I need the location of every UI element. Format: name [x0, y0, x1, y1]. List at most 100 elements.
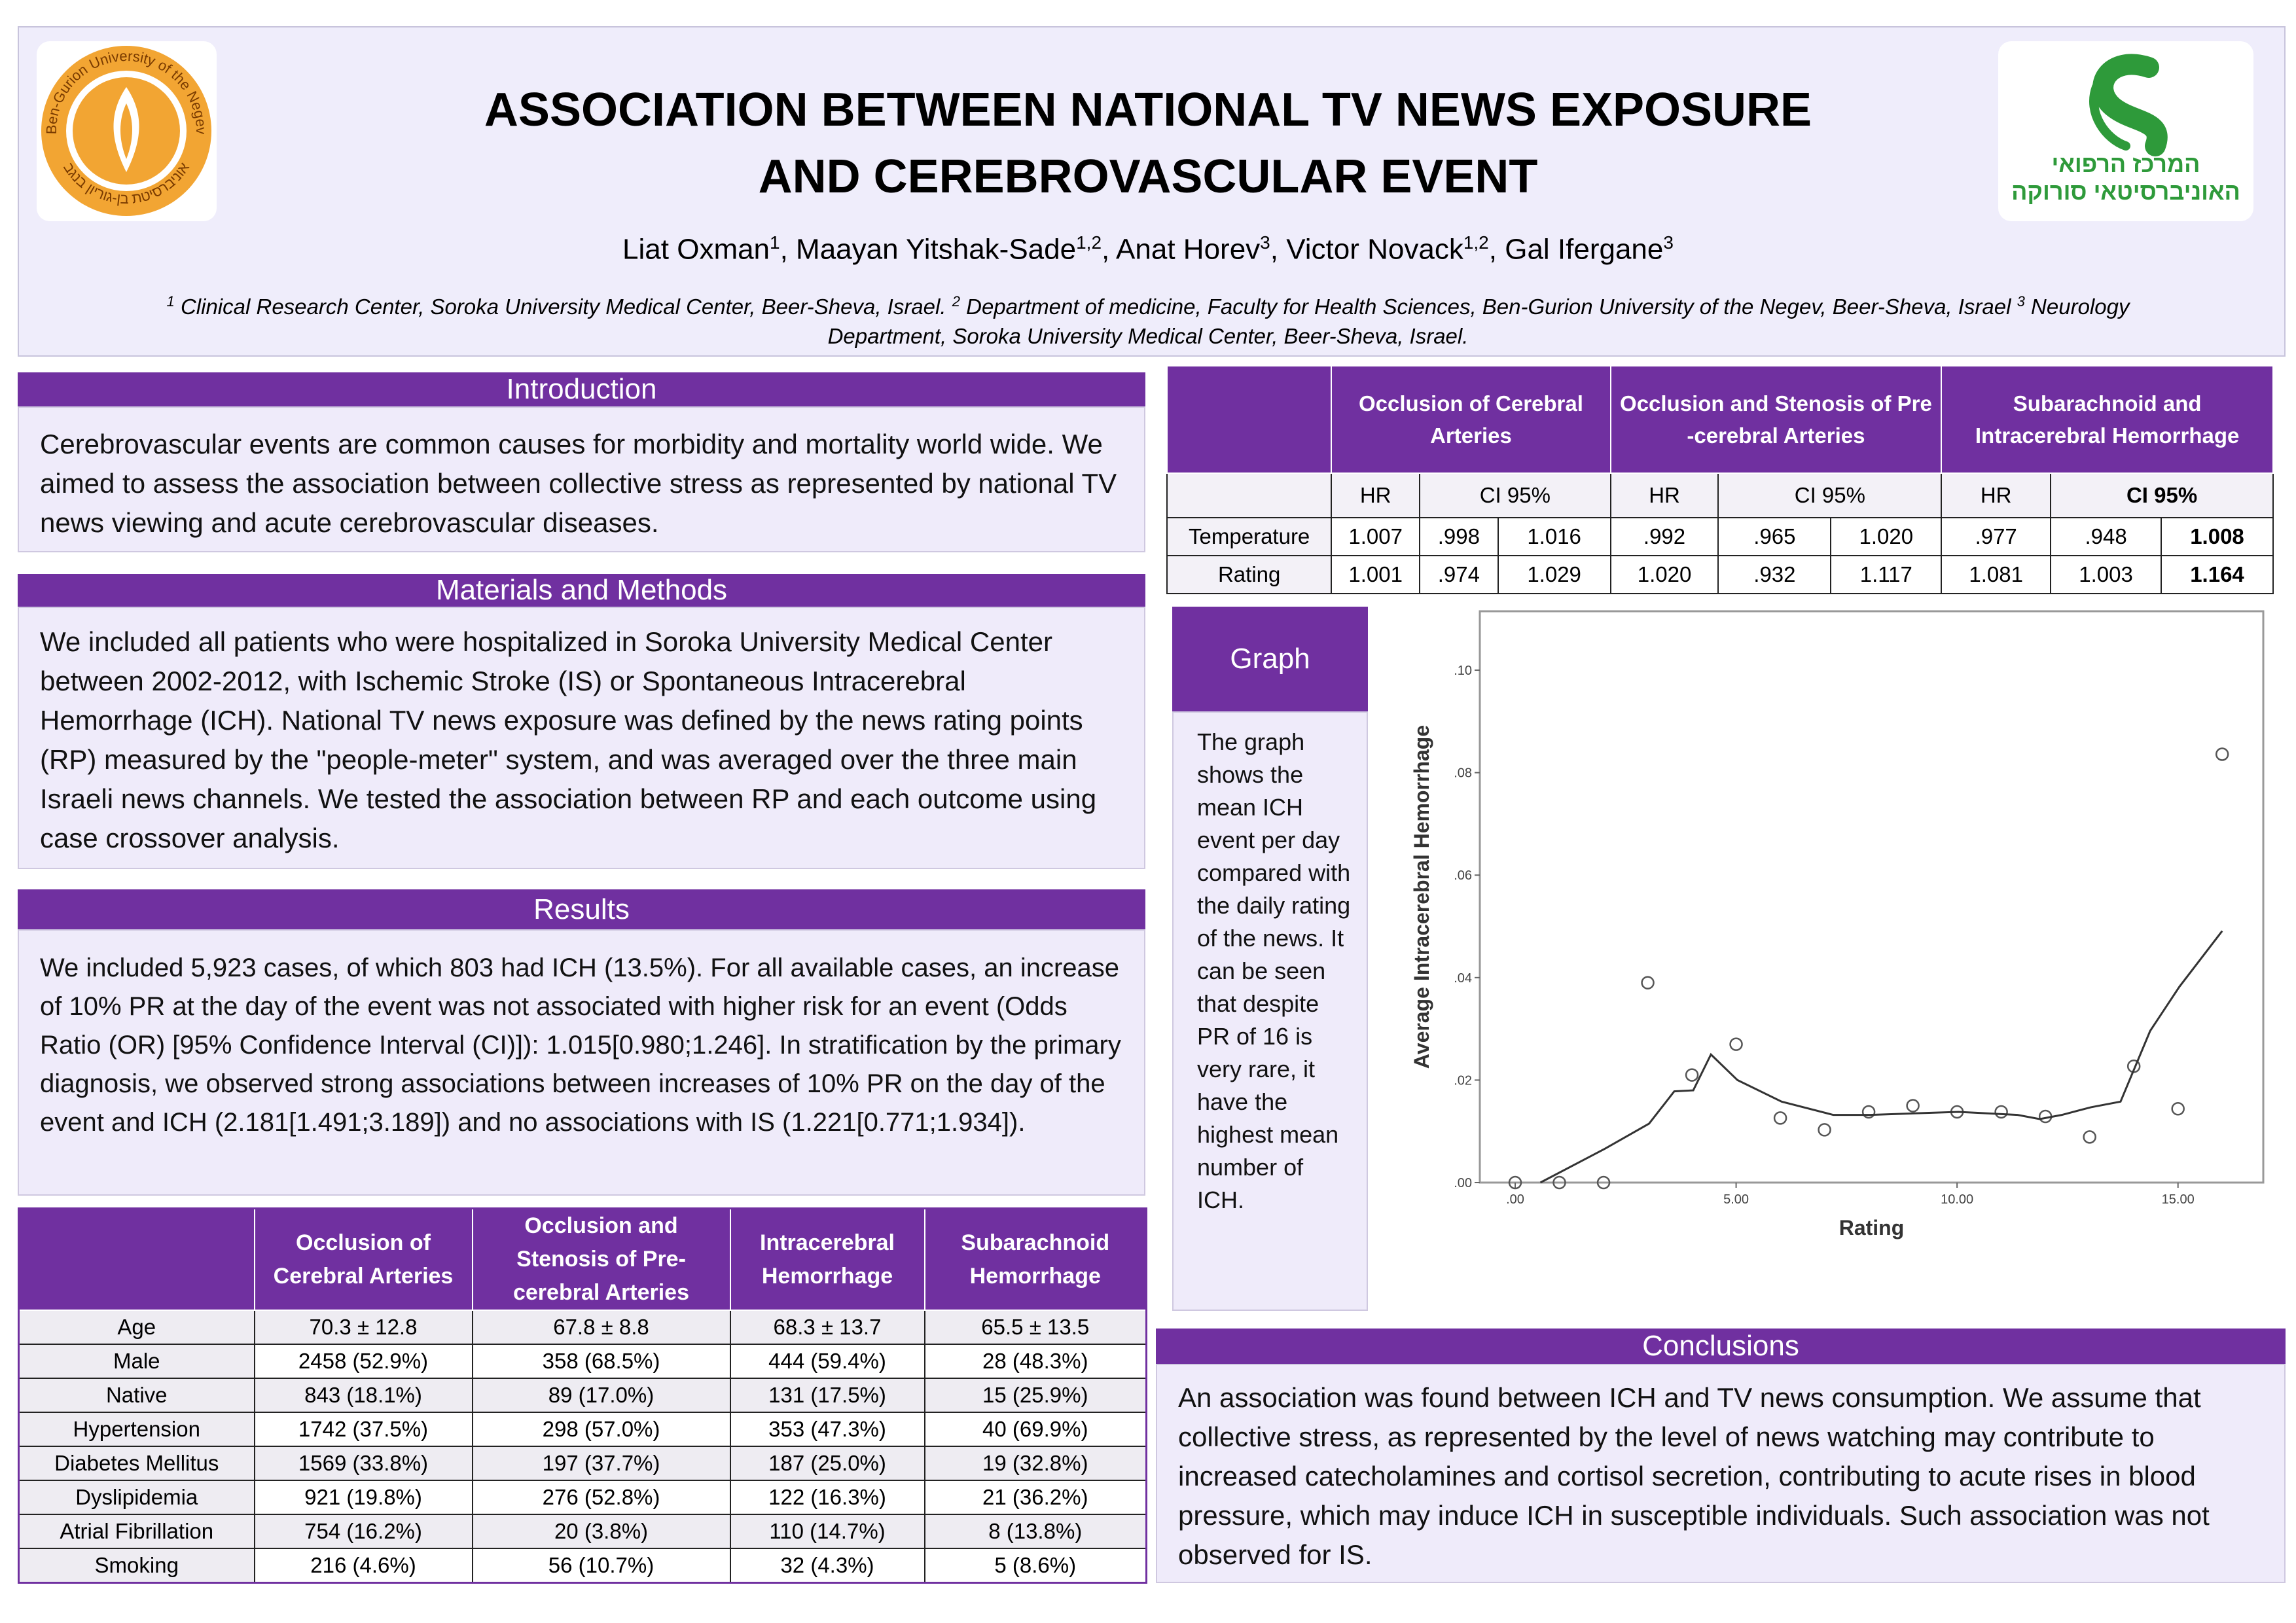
section-body: The graph shows the mean ICH event per d…	[1172, 711, 1368, 1311]
table-cell: 1.164	[2161, 555, 2274, 594]
row-label: Native	[18, 1378, 255, 1413]
table-cell: 843 (18.1%)	[253, 1378, 473, 1413]
y-axis-label: Average Intracerebral Hemorrhage	[1410, 725, 1433, 1069]
table-header-cell: Occlusion of Cerebral Arteries	[253, 1207, 473, 1311]
table-subheader-cell: HR	[1331, 473, 1421, 518]
affiliation-text: Clinical Research Center, Soroka Univers…	[174, 294, 952, 319]
data-point	[1994, 1105, 2008, 1119]
table-subheader-cell: HR	[1941, 473, 2052, 518]
row-label: Male	[18, 1344, 255, 1379]
table-cell: 15 (25.9%)	[924, 1378, 1147, 1413]
table-cell: 1.003	[2050, 555, 2162, 594]
table-subheader-cell: CI 95%	[2050, 473, 2274, 518]
table-subheader-cell: CI 95%	[1419, 473, 1611, 518]
affiliation-number: 2	[952, 293, 960, 310]
y-tick-label: .08	[1454, 766, 1472, 781]
title-line: ASSOCIATION BETWEEN NATIONAL TV NEWS EXP…	[484, 84, 1812, 136]
table-cell: 1.008	[2161, 517, 2274, 556]
table-cell: .977	[1941, 517, 2052, 556]
y-tick-label: .04	[1454, 971, 1472, 986]
table-cell: 32 (4.3%)	[729, 1548, 925, 1583]
x-tick-label: .00	[1506, 1192, 1524, 1207]
table-cell: 1.020	[1609, 555, 1719, 594]
section-heading: Conclusions	[1156, 1329, 2286, 1364]
data-point	[2215, 747, 2229, 761]
author-affiliation: 1,2	[1076, 232, 1102, 253]
affiliations: 1 Clinical Research Center, Soroka Unive…	[131, 287, 2165, 351]
table-cell: 56 (10.7%)	[471, 1548, 731, 1583]
row-label: Temperature	[1166, 517, 1333, 556]
table-header-cell: Occlusion and Stenosis of Pre-cerebral A…	[471, 1207, 731, 1311]
table-cell: 353 (47.3%)	[729, 1412, 925, 1447]
table-cell: 8 (13.8%)	[924, 1514, 1147, 1549]
author-affiliation: 1	[770, 232, 780, 253]
data-point	[1906, 1099, 1920, 1113]
table-cell: 1.007	[1331, 517, 1421, 556]
logo-text: המרכז הרפואי	[2052, 151, 2200, 177]
section-body: We included all patients who were hospit…	[18, 607, 1145, 869]
title: ASSOCIATION BETWEEN NATIONAL TV NEWS EXP…	[262, 77, 2034, 210]
row-label: Diabetes Mellitus	[18, 1446, 255, 1481]
section-heading: Materials and Methods	[18, 574, 1145, 607]
left-logo: Ben-Gurion University of the Negev אוניב…	[37, 41, 217, 221]
table-cell: 1.117	[1830, 555, 1943, 594]
row-label: Atrial Fibrillation	[18, 1514, 255, 1549]
data-point	[1685, 1068, 1699, 1082]
table-header-cell	[18, 1207, 255, 1311]
table-row: Dyslipidemia 921 (19.8%) 276 (52.8%) 122 (1…	[18, 1480, 1147, 1515]
table-cell: 70.3 ± 12.8	[253, 1310, 473, 1345]
table-cell: 68.3 ± 13.7	[729, 1310, 925, 1345]
table-cell: 276 (52.8%)	[471, 1480, 731, 1515]
data-point	[1818, 1123, 1831, 1137]
table-cell: 19 (32.8%)	[924, 1446, 1147, 1481]
table-subheader-cell: CI 95%	[1717, 473, 1943, 518]
characteristics-table: Occlusion of Cerebral Arteries Occlusion …	[18, 1207, 1147, 1584]
data-point	[1773, 1111, 1787, 1125]
author-affiliation: 3	[1663, 232, 1674, 253]
section-heading: Graph	[1172, 607, 1368, 711]
table-cell: 28 (48.3%)	[924, 1344, 1147, 1379]
table-header-cell: Subarachnoid and Intracerebral Hemorrhag…	[1941, 365, 2274, 474]
table-cell: 1.029	[1497, 555, 1611, 594]
row-label: Dyslipidemia	[18, 1480, 255, 1515]
table-cell: 40 (69.9%)	[924, 1412, 1147, 1447]
table-row: Atrial Fibrillation 754 (16.2%) 20 (3.8%) 1…	[18, 1514, 1147, 1549]
x-tick-label: 10.00	[1941, 1192, 1973, 1207]
table-cell: 358 (68.5%)	[471, 1344, 731, 1379]
table-row: Male 2458 (52.9%) 358 (68.5%) 444 (59.4%) 28…	[18, 1344, 1147, 1379]
section-heading: Results	[18, 889, 1145, 929]
table-cell: 122 (16.3%)	[729, 1480, 925, 1515]
right-logo: המרכז הרפואי האוניברסיטאי סורוקה	[1998, 41, 2253, 221]
title-line: AND CEREBROVASCULAR EVENT	[758, 151, 1538, 203]
hr-table: Occlusion of Cerebral Arteries Occlusion …	[1166, 365, 2274, 594]
table-header-cell: Occlusion of Cerebral Arteries	[1331, 365, 1611, 474]
table-row: Rating 1.001.974 1.029 1.020.932 1.117 1.081 1…	[1166, 555, 2274, 594]
table-cell: 131 (17.5%)	[729, 1378, 925, 1413]
table-row: Smoking 216 (4.6%) 56 (10.7%) 32 (4.3%) 5 (8…	[18, 1548, 1147, 1583]
table-cell: 1.020	[1830, 517, 1943, 556]
table-cell: 216 (4.6%)	[253, 1548, 473, 1583]
x-axis-label: Rating	[1839, 1216, 1905, 1240]
table-cell: 5 (8.6%)	[924, 1548, 1147, 1583]
table-header-cell: Intracerebral Hemorrhage	[729, 1207, 925, 1311]
table-cell: .974	[1419, 555, 1499, 594]
table-row: Occlusion of Cerebral Arteries Occlusion …	[1166, 365, 2274, 474]
affiliation-text: Neurology Department, Soroka University …	[827, 294, 2136, 348]
table-cell: 444 (59.4%)	[729, 1344, 925, 1379]
data-point	[1552, 1175, 1566, 1190]
y-tick-label: .10	[1454, 664, 1472, 678]
author-affiliation: 1,2	[1463, 232, 1489, 253]
table-cell: .932	[1717, 555, 1832, 594]
table-cell: 921 (19.8%)	[253, 1480, 473, 1515]
table-cell: 197 (37.7%)	[471, 1446, 731, 1481]
header-panel	[18, 26, 2286, 357]
row-label: Age	[18, 1310, 255, 1345]
affiliation-text: Department of medicine, Faculty for Heal…	[960, 294, 2017, 319]
data-point	[1861, 1105, 1876, 1119]
table-cell: 754 (16.2%)	[253, 1514, 473, 1549]
table-cell: 67.8 ± 8.8	[471, 1310, 731, 1345]
table-cell: 187 (25.0%)	[729, 1446, 925, 1481]
table-header-cell: Subarachnoid Hemorrhage	[924, 1207, 1147, 1311]
table-row: Native 843 (18.1%) 89 (17.0%) 131 (17.5%) 15…	[18, 1378, 1147, 1413]
